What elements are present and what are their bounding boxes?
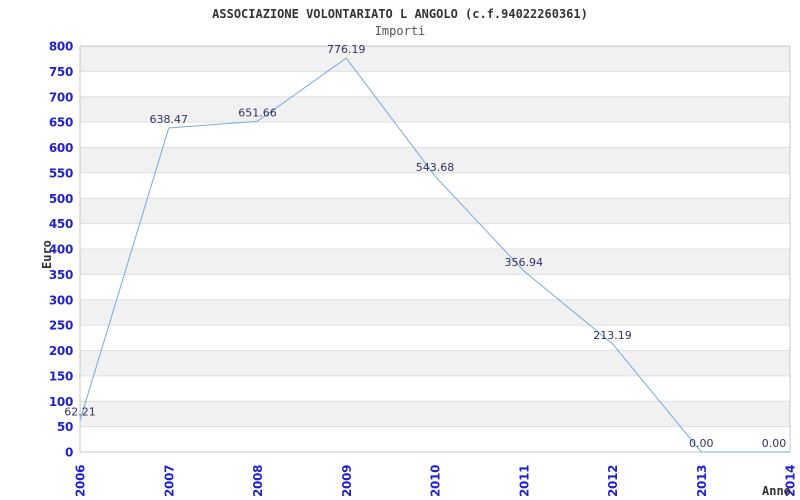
x-tick-label: 2010 [429,465,443,497]
y-tick-label: 650 [49,116,73,130]
y-tick-label: 600 [49,141,73,155]
point-label: 0.00 [689,437,714,450]
x-tick-label: 2012 [606,465,620,497]
x-tick-label: 2008 [251,465,265,497]
grid-band [80,96,790,123]
point-label: 62.21 [64,405,96,418]
grid-band [80,249,790,275]
grid-band [80,147,790,173]
grid-band [80,198,790,224]
x-tick-label: 2011 [517,465,531,497]
y-tick-label: 200 [49,344,73,358]
y-axis-title: Euro [40,240,54,269]
y-tick-label: 150 [49,369,73,383]
x-tick-label: 2014 [784,465,798,497]
point-label: 543.68 [416,161,455,174]
y-tick-label: 300 [49,293,73,307]
x-tick-label: 2006 [74,465,88,497]
y-tick-label: 550 [49,166,73,180]
y-tick-label: 0 [65,446,73,460]
y-tick-label: 100 [49,395,73,409]
point-label: 651.66 [238,106,277,119]
x-tick-label: 2007 [162,465,176,497]
y-tick-label: 500 [49,192,73,206]
x-tick-label: 2009 [340,465,354,497]
point-label: 638.47 [150,113,189,126]
point-label: 356.94 [505,256,544,269]
grid-band [80,223,790,249]
point-label: 213.19 [593,329,632,342]
data-line [79,57,790,453]
y-tick-label: 350 [49,268,73,282]
point-label: 0.00 [762,437,787,450]
point-label: 776.19 [327,43,366,56]
chart-subtitle: Importi [374,24,426,38]
x-axis-title: Anno [762,484,791,498]
grid-band [80,325,790,351]
plot-border [79,45,791,453]
y-tick-label: 250 [49,319,73,333]
y-tick-label: 50 [57,420,73,434]
y-tick-label: 750 [49,65,73,79]
grid-band [80,172,790,199]
grid-band [80,375,790,402]
grid-band [80,350,790,376]
y-tick-label: 800 [49,40,73,54]
grid-band [80,274,790,300]
x-tick-label: 2013 [695,465,709,497]
y-tick-label: 700 [49,90,73,104]
chart-title: ASSOCIAZIONE VOLONTARIATO L ANGOLO (c.f.… [212,7,588,21]
grid-band [80,401,790,427]
y-tick-label: 450 [49,217,73,231]
grid-band [80,426,790,452]
grid-band [80,71,790,97]
grid-band [80,122,790,148]
y-tick-label: 400 [49,243,73,257]
grid-band [80,46,790,72]
grid-band [80,299,790,326]
